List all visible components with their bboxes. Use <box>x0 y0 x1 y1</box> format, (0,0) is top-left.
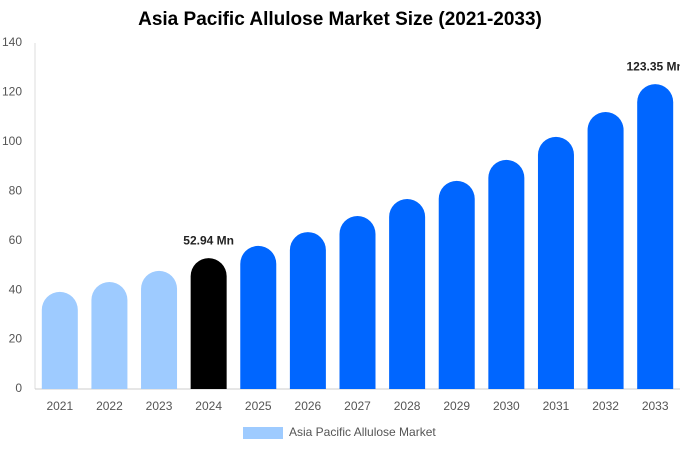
x-tick-label: 2025 <box>245 399 272 413</box>
bar <box>240 245 277 389</box>
x-tick-label: 2022 <box>96 399 123 413</box>
bar <box>488 159 525 389</box>
y-tick-label: 140 <box>2 35 22 49</box>
y-tick-label: 100 <box>2 134 22 148</box>
bar <box>537 136 574 389</box>
x-tick-label: 2023 <box>146 399 173 413</box>
x-tick-label: 2021 <box>46 399 73 413</box>
bar <box>41 291 78 389</box>
x-tick-label: 2024 <box>195 399 222 413</box>
legend-label: Asia Pacific Allulose Market <box>289 425 436 439</box>
x-tick-label: 2029 <box>443 399 470 413</box>
chart-title: Asia Pacific Allulose Market Size (2021-… <box>138 9 542 30</box>
bar <box>141 270 178 389</box>
y-tick-label: 20 <box>9 332 23 346</box>
y-tick-label: 120 <box>2 85 22 99</box>
x-tick-label: 2027 <box>344 399 371 413</box>
x-tick-label: 2028 <box>394 399 421 413</box>
x-tick-label: 2031 <box>543 399 570 413</box>
x-tick-label: 2026 <box>295 399 322 413</box>
x-tick-label: 2032 <box>592 399 619 413</box>
bar <box>438 180 475 389</box>
bar <box>289 232 326 389</box>
value-label: 123.35 Mn <box>627 59 680 73</box>
y-tick-label: 0 <box>15 381 22 395</box>
bar <box>91 281 128 389</box>
y-tick-label: 60 <box>9 233 23 247</box>
y-tick-label: 40 <box>9 282 23 296</box>
bar <box>637 84 674 389</box>
x-tick-label: 2030 <box>493 399 520 413</box>
bar <box>190 258 227 389</box>
y-tick-label: 80 <box>9 183 23 197</box>
bar <box>587 111 624 390</box>
x-tick-label: 2033 <box>642 399 669 413</box>
value-label: 52.94 Mn <box>183 233 234 247</box>
legend-swatch <box>243 427 283 439</box>
bar <box>339 216 376 389</box>
bar <box>389 198 426 389</box>
